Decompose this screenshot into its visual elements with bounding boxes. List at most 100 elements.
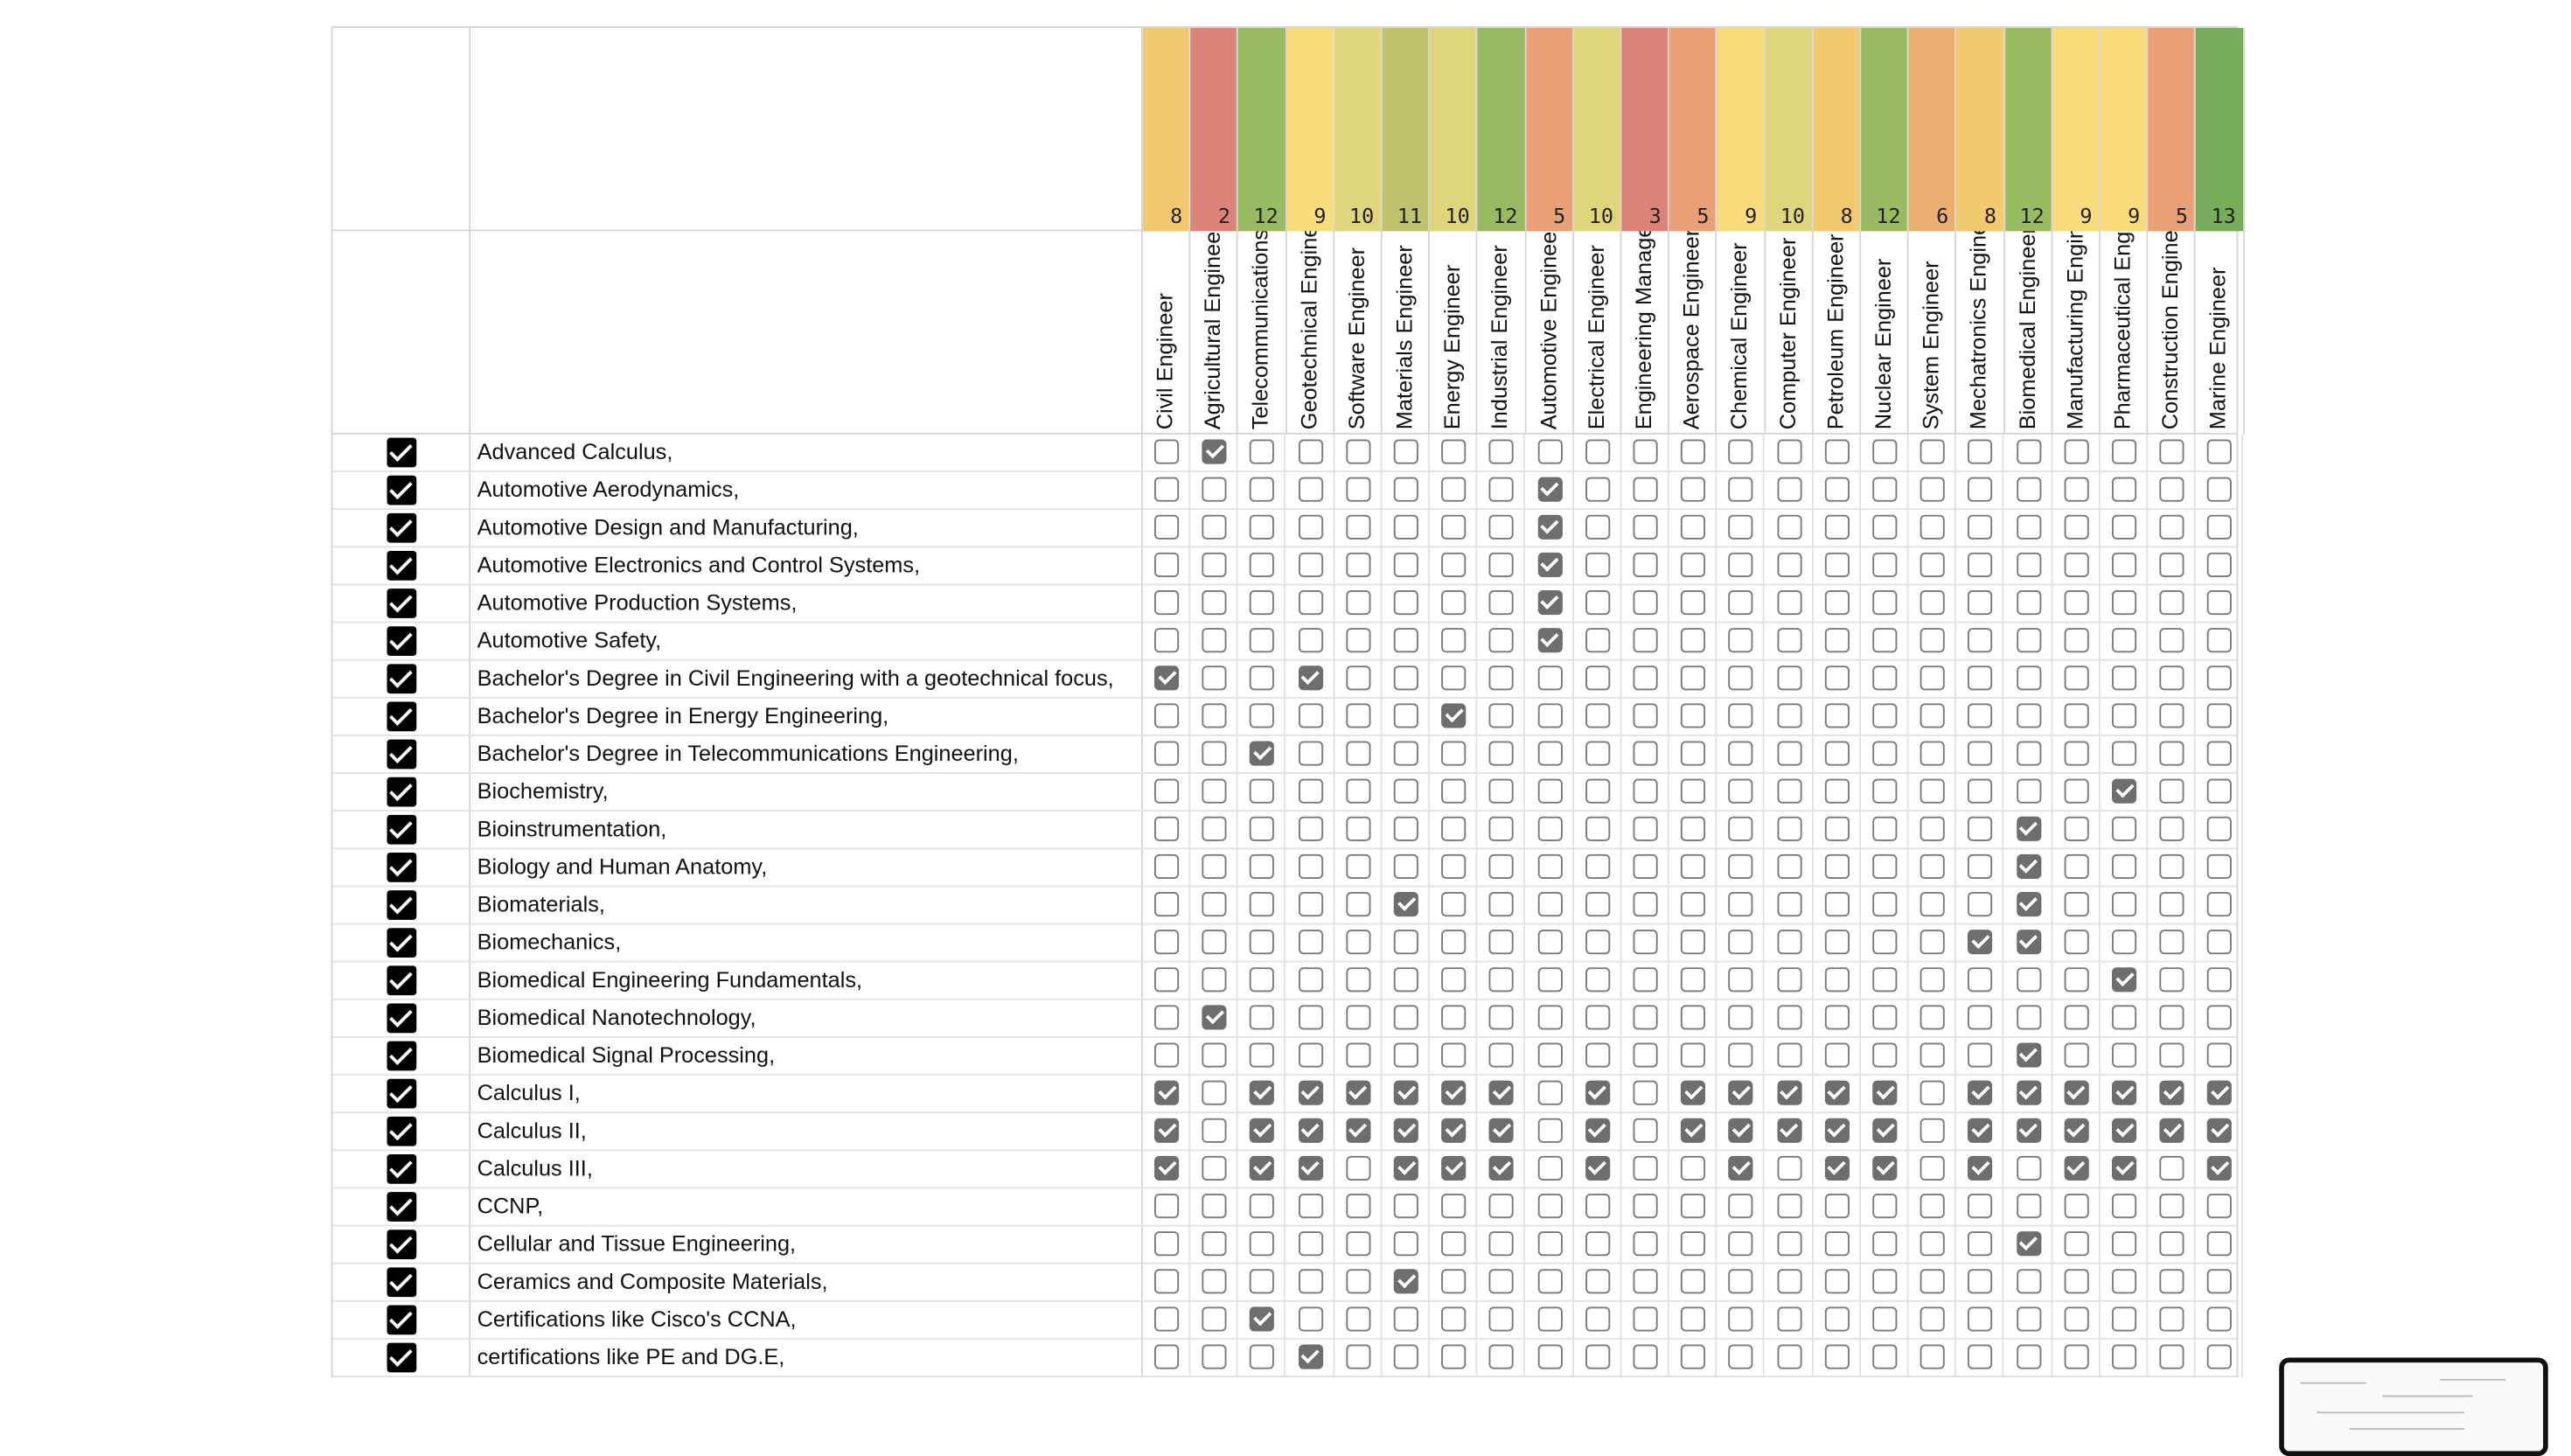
skill-checkbox[interactable] [1585, 590, 1610, 615]
skill-checkbox[interactable] [1394, 665, 1418, 690]
skill-checkbox[interactable] [1824, 703, 1849, 728]
skill-checkbox[interactable] [1634, 1269, 1658, 1293]
skill-checkbox[interactable] [1489, 1194, 1514, 1218]
skill-checkbox[interactable] [2207, 515, 2232, 540]
skill-checkbox[interactable] [1968, 1043, 1993, 1068]
skill-checkbox[interactable] [1537, 1194, 1562, 1218]
skill-checkbox[interactable] [2112, 515, 2136, 540]
skill-checkbox[interactable] [2016, 930, 2040, 954]
skill-checkbox[interactable] [1154, 1005, 1179, 1029]
skill-checkbox[interactable] [1634, 553, 1658, 577]
skill-checkbox[interactable] [1250, 1118, 1274, 1143]
skill-checkbox[interactable] [1250, 1194, 1274, 1218]
skill-checkbox[interactable] [1441, 1269, 1466, 1293]
row-select-checkbox[interactable] [387, 1267, 417, 1297]
skill-checkbox[interactable] [2112, 930, 2136, 954]
skill-checkbox[interactable] [1634, 477, 1658, 502]
skill-checkbox[interactable] [1920, 665, 1945, 690]
skill-checkbox[interactable] [1872, 892, 1897, 916]
skill-checkbox[interactable] [1202, 779, 1227, 804]
skill-checkbox[interactable] [1346, 515, 1370, 540]
skill-checkbox[interactable] [1681, 1345, 1705, 1369]
skill-checkbox[interactable] [1441, 967, 1466, 992]
skill-checkbox[interactable] [1968, 1231, 1993, 1256]
skill-checkbox[interactable] [1872, 779, 1897, 804]
skill-checkbox[interactable] [1920, 477, 1945, 502]
skill-checkbox[interactable] [1154, 892, 1179, 916]
skill-checkbox[interactable] [1634, 703, 1658, 728]
skill-checkbox[interactable] [1346, 892, 1370, 916]
skill-checkbox[interactable] [1681, 1081, 1705, 1105]
skill-checkbox[interactable] [1250, 817, 1274, 841]
skill-checkbox[interactable] [1394, 1269, 1418, 1293]
skill-checkbox[interactable] [1681, 892, 1705, 916]
skill-checkbox[interactable] [1154, 930, 1179, 954]
skill-checkbox[interactable] [2112, 703, 2136, 728]
skill-checkbox[interactable] [2064, 1156, 2088, 1181]
skill-checkbox[interactable] [2207, 1194, 2232, 1218]
skill-checkbox[interactable] [2016, 665, 2040, 690]
skill-checkbox[interactable] [2016, 817, 2040, 841]
skill-checkbox[interactable] [1250, 1345, 1274, 1369]
skill-checkbox[interactable] [1585, 1194, 1610, 1218]
skill-checkbox[interactable] [2064, 1081, 2088, 1105]
skill-checkbox[interactable] [1202, 1043, 1227, 1068]
skill-checkbox[interactable] [1634, 854, 1658, 879]
skill-checkbox[interactable] [2064, 817, 2088, 841]
skill-checkbox[interactable] [2160, 628, 2184, 652]
skill-checkbox[interactable] [1394, 892, 1418, 916]
skill-checkbox[interactable] [1298, 1231, 1322, 1256]
column-header[interactable]: Computer Engineer [1766, 231, 1814, 435]
skill-checkbox[interactable] [1346, 1194, 1370, 1218]
skill-checkbox[interactable] [1872, 967, 1897, 992]
column-header[interactable]: Pharmaceutical Engineer [2101, 231, 2149, 435]
skill-checkbox[interactable] [1681, 967, 1705, 992]
skill-checkbox[interactable] [2207, 854, 2232, 879]
skill-checkbox[interactable] [1777, 1043, 1801, 1068]
skill-checkbox[interactable] [1872, 515, 1897, 540]
row-select-checkbox[interactable] [387, 1306, 417, 1335]
skill-checkbox[interactable] [1968, 440, 1993, 464]
skill-checkbox[interactable] [2064, 854, 2088, 879]
skill-checkbox[interactable] [1250, 1081, 1274, 1105]
skill-checkbox[interactable] [1824, 477, 1849, 502]
skill-checkbox[interactable] [1202, 1231, 1227, 1256]
skill-checkbox[interactable] [1872, 590, 1897, 615]
skill-checkbox[interactable] [1250, 1269, 1274, 1293]
skill-checkbox[interactable] [1585, 1156, 1610, 1181]
column-header[interactable]: Chemical Engineer [1717, 231, 1766, 435]
skill-checkbox[interactable] [1824, 1005, 1849, 1029]
skill-checkbox[interactable] [2016, 892, 2040, 916]
skill-checkbox[interactable] [2207, 1345, 2232, 1369]
skill-checkbox[interactable] [1489, 1118, 1514, 1143]
skill-checkbox[interactable] [1537, 477, 1562, 502]
skill-checkbox[interactable] [1202, 1081, 1227, 1105]
skill-checkbox[interactable] [1298, 967, 1322, 992]
skill-checkbox[interactable] [1729, 1156, 1753, 1181]
skill-checkbox[interactable] [2112, 854, 2136, 879]
skill-checkbox[interactable] [2207, 440, 2232, 464]
skill-checkbox[interactable] [1681, 854, 1705, 879]
skill-checkbox[interactable] [1489, 477, 1514, 502]
skill-checkbox[interactable] [1537, 742, 1562, 766]
skill-checkbox[interactable] [1489, 553, 1514, 577]
skill-checkbox[interactable] [1681, 1194, 1705, 1218]
skill-checkbox[interactable] [1872, 703, 1897, 728]
skill-checkbox[interactable] [1441, 665, 1466, 690]
skill-checkbox[interactable] [1824, 930, 1849, 954]
skill-checkbox[interactable] [1346, 1043, 1370, 1068]
skill-checkbox[interactable] [1920, 1081, 1945, 1105]
skill-checkbox[interactable] [2112, 477, 2136, 502]
skill-checkbox[interactable] [1250, 742, 1274, 766]
row-select-checkbox[interactable] [387, 626, 417, 656]
skill-checkbox[interactable] [1394, 1306, 1418, 1331]
row-select-checkbox[interactable] [387, 476, 417, 505]
skill-checkbox[interactable] [2016, 628, 2040, 652]
skill-checkbox[interactable] [1202, 854, 1227, 879]
skill-checkbox[interactable] [2160, 590, 2184, 615]
skill-checkbox[interactable] [1681, 477, 1705, 502]
skill-checkbox[interactable] [1681, 1306, 1705, 1331]
skill-checkbox[interactable] [2112, 742, 2136, 766]
skill-checkbox[interactable] [1824, 1194, 1849, 1218]
skill-checkbox[interactable] [1872, 1081, 1897, 1105]
